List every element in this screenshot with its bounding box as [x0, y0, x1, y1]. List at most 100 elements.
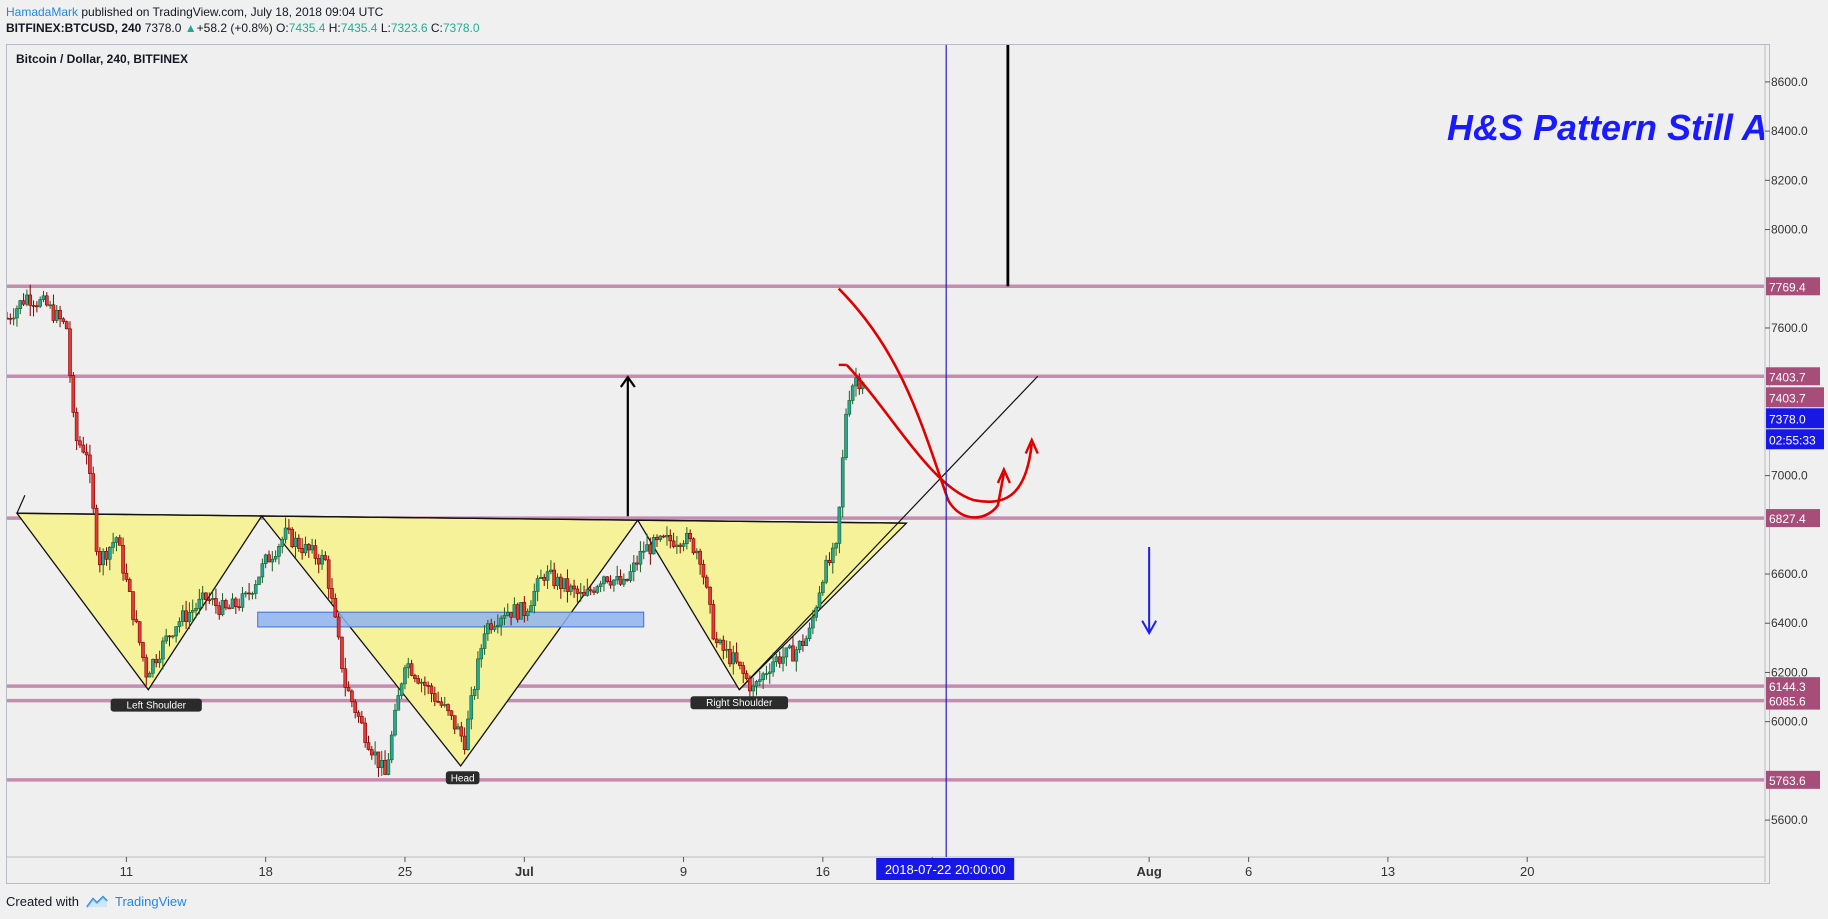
candle-body [489, 623, 493, 630]
candle-body [161, 640, 165, 660]
candle-body [635, 562, 639, 565]
candle-body [784, 647, 789, 658]
candle-body [685, 532, 689, 544]
candle-body [204, 592, 208, 600]
pattern-label: Head [451, 773, 475, 784]
candle-body [515, 604, 520, 620]
candle-body [131, 591, 135, 620]
x-tick-label: 6 [1245, 864, 1252, 879]
candle-body [631, 562, 636, 572]
candle-body [615, 576, 620, 581]
candle-body [283, 527, 288, 540]
candle-body [821, 581, 825, 594]
level-badge-label: 7769.4 [1769, 280, 1806, 294]
candle-body [396, 695, 401, 711]
candle-body [141, 642, 145, 658]
candle-body [134, 619, 139, 622]
projection-curve [837, 287, 1006, 519]
price-axis[interactable]: 5600.0 6000.0 6200.0 6400.0 6600.0 7000.0 7600… [1765, 75, 1824, 827]
horizontal-levels [7, 284, 1764, 782]
x-tick-label: 20 [1520, 864, 1534, 879]
x-tick-label: 18 [258, 864, 272, 879]
candle-body [568, 585, 573, 592]
candle-body [694, 550, 699, 554]
candle-body [234, 598, 238, 607]
candle-body [847, 400, 852, 415]
candle-body [529, 605, 533, 612]
candle-body [814, 607, 818, 618]
candle-body [360, 716, 364, 724]
candle-body [28, 294, 33, 306]
candle-body [267, 554, 271, 563]
projection-curve [845, 363, 1034, 503]
level-badge [1766, 509, 1820, 528]
pattern-label-bg [445, 771, 480, 785]
chart-title: Bitcoin / Dollar, 240, BITFINEX [16, 52, 189, 66]
candle-body [767, 671, 772, 674]
candle-body [824, 559, 828, 583]
candle-body [496, 624, 500, 627]
y-tick-label: 8000.0 [1771, 223, 1808, 237]
candle-body [353, 701, 358, 713]
pattern-label: Left Shoulder [126, 701, 186, 712]
candle-body [247, 592, 251, 595]
support-zone [257, 611, 645, 628]
candle-body [681, 543, 686, 547]
candle-body [48, 304, 52, 307]
candle-body [472, 689, 477, 696]
candle-body [764, 673, 769, 675]
candle-body [54, 309, 59, 321]
candle-body [210, 598, 215, 601]
candle-body [230, 598, 235, 609]
close-label: C: [430, 21, 443, 35]
candle-body [310, 545, 314, 551]
candle-body [144, 657, 149, 678]
chart-frame[interactable] [6, 44, 1770, 884]
candle-body [840, 457, 845, 508]
candle-body [469, 695, 474, 720]
candle-body [187, 612, 192, 622]
candle-body [386, 759, 391, 775]
candle-body [622, 578, 626, 585]
candle-body [200, 592, 205, 600]
published-info: published on TradingView.com, July 18, 2… [81, 5, 384, 19]
candle-body [721, 639, 726, 651]
candle-body [718, 639, 722, 644]
candle-body [137, 621, 142, 643]
low-label: L: [380, 21, 391, 35]
candle-body [559, 576, 563, 589]
candle-body [167, 635, 172, 638]
y-tick-label: 8600.0 [1771, 75, 1808, 89]
tradingview-link[interactable]: TradingView [114, 894, 187, 909]
candle-body [38, 299, 42, 307]
candle-body [51, 304, 56, 321]
y-tick-label: 8200.0 [1771, 173, 1808, 187]
candle-body [369, 749, 374, 756]
candle-body [114, 537, 119, 543]
candle-body [81, 444, 86, 453]
candle-body [373, 751, 377, 756]
candle-body [260, 563, 265, 578]
candle-body [277, 546, 281, 557]
candle-body [108, 546, 112, 560]
level-badge [1766, 277, 1820, 296]
annotations: Left Shoulder Head Right Shoulder H&S Patte… [110, 45, 1764, 857]
candle-body [98, 551, 102, 566]
author-link[interactable]: HamadaMark [6, 5, 79, 19]
candle-body [459, 726, 464, 737]
time-axis[interactable]: 111825Jul91612:00Aug613202018-07-22 20:0… [120, 857, 1535, 880]
candle-body [280, 539, 285, 547]
candle-body [505, 612, 510, 616]
candle-body [419, 681, 424, 684]
candle-body [844, 413, 848, 459]
candle-body [227, 607, 231, 610]
target-arrowhead [619, 375, 636, 388]
publish-header: HamadaMark published on TradingView.com,… [6, 4, 480, 36]
candle-body [320, 555, 324, 565]
candle-body [174, 626, 178, 637]
candle-body [290, 529, 295, 548]
created-with-label: Created with [6, 894, 79, 909]
price-badge [1766, 429, 1824, 450]
last-price: 7378.0 [144, 21, 182, 35]
